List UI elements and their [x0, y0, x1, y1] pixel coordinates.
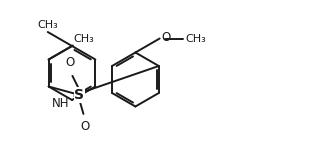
Text: CH₃: CH₃: [74, 33, 95, 44]
Text: O: O: [66, 56, 75, 69]
Text: CH₃: CH₃: [186, 33, 206, 44]
Text: S: S: [75, 88, 84, 102]
Text: O: O: [162, 31, 171, 44]
Text: NH: NH: [52, 97, 70, 110]
Text: O: O: [81, 120, 90, 133]
Text: CH₃: CH₃: [37, 20, 58, 30]
